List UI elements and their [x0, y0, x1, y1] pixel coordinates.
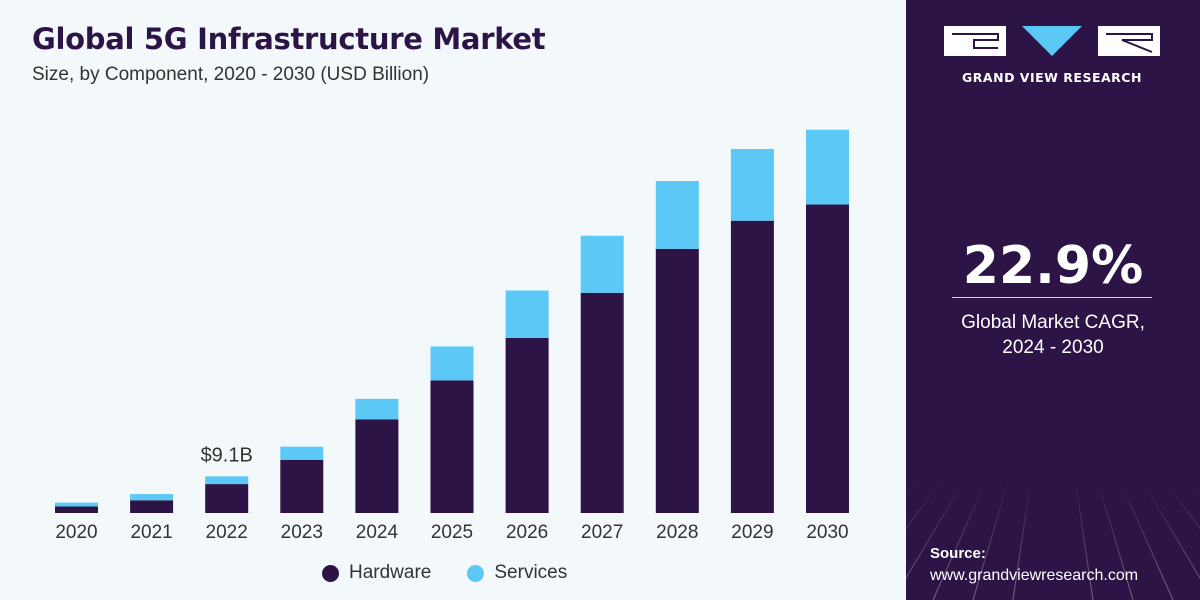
- x-tick-label-2027: 2027: [581, 522, 623, 543]
- data-label-2022: $9.1B: [201, 444, 253, 466]
- bar-services-2025: [430, 346, 474, 381]
- cagr-label: Global Market CAGR, 2024 - 2030: [906, 310, 1200, 360]
- bar-hardware-2030: [806, 204, 849, 514]
- side-panel: GRAND VIEW RESEARCH 22.9% Global Market …: [906, 0, 1200, 600]
- x-tick-label-2024: 2024: [356, 522, 399, 543]
- bar-services-2027: [580, 235, 624, 293]
- chart-subtitle: Size, by Component, 2020 - 2030 (USD Bil…: [32, 64, 430, 85]
- legend-label-hardware: Hardware: [349, 562, 432, 583]
- x-tick-label-2029: 2029: [731, 522, 773, 543]
- bar-hardware-2021: [130, 500, 174, 513]
- x-tick-label-2023: 2023: [281, 522, 323, 543]
- x-tick-label-2022: 2022: [206, 522, 248, 543]
- source-link[interactable]: www.grandviewresearch.com: [930, 567, 1139, 584]
- bar-services-2021: [130, 494, 174, 501]
- decorative-grid-background: [906, 329, 1200, 600]
- bar-services-2029: [730, 149, 774, 221]
- x-tick-label-2026: 2026: [506, 522, 548, 543]
- bar-services-2022: [205, 476, 249, 485]
- grand-view-research-logo: [944, 26, 1160, 56]
- cagr-label-line2: 2024 - 2030: [1002, 337, 1104, 358]
- x-tick-label-2021: 2021: [130, 522, 172, 543]
- legend-item-services: Services: [467, 562, 567, 584]
- cagr-value: 22.9%: [962, 236, 1144, 296]
- x-tick-label-2028: 2028: [656, 522, 698, 543]
- bar-services-2023: [280, 446, 324, 460]
- bar-hardware-2024: [355, 419, 399, 513]
- legend-swatch-services: [467, 564, 485, 582]
- legend-label-services: Services: [494, 562, 568, 583]
- bar-services-2030: [806, 129, 849, 205]
- x-tick-label-2025: 2025: [431, 522, 473, 543]
- bar-services-2020: [55, 502, 98, 507]
- bar-hardware-2022: [205, 484, 249, 513]
- legend-item-hardware: Hardware: [322, 562, 431, 584]
- cagr-divider: [952, 297, 1152, 298]
- bar-hardware-2023: [280, 459, 324, 513]
- source-label: Source:: [930, 545, 986, 562]
- chart-legend: Hardware Services: [322, 562, 603, 584]
- legend-swatch-hardware: [322, 564, 339, 582]
- bar-services-2028: [655, 181, 699, 249]
- stacked-bar-chart: 2020 2021 2022 2023 2024 2025 2026 2027 2028 2029…: [55, 129, 849, 543]
- bar-hardware-2027: [580, 292, 624, 513]
- bar-hardware-2026: [505, 337, 549, 513]
- bar-services-2024: [355, 398, 399, 420]
- bar-hardware-2020: [55, 506, 98, 513]
- bar-hardware-2025: [430, 380, 474, 513]
- bar-hardware-2029: [730, 220, 774, 513]
- brand-name: GRAND VIEW RESEARCH: [962, 70, 1142, 85]
- chart-title: Global 5G Infrastructure Market: [32, 22, 546, 56]
- x-tick-label-2020: 2020: [55, 522, 97, 543]
- bar-hardware-2028: [655, 248, 699, 513]
- x-tick-label-2030: 2030: [806, 522, 848, 543]
- chart-panel: Global 5G Infrastructure Market Size, by…: [0, 0, 906, 600]
- cagr-label-line1: Global Market CAGR,: [961, 312, 1145, 333]
- bar-services-2026: [505, 290, 549, 338]
